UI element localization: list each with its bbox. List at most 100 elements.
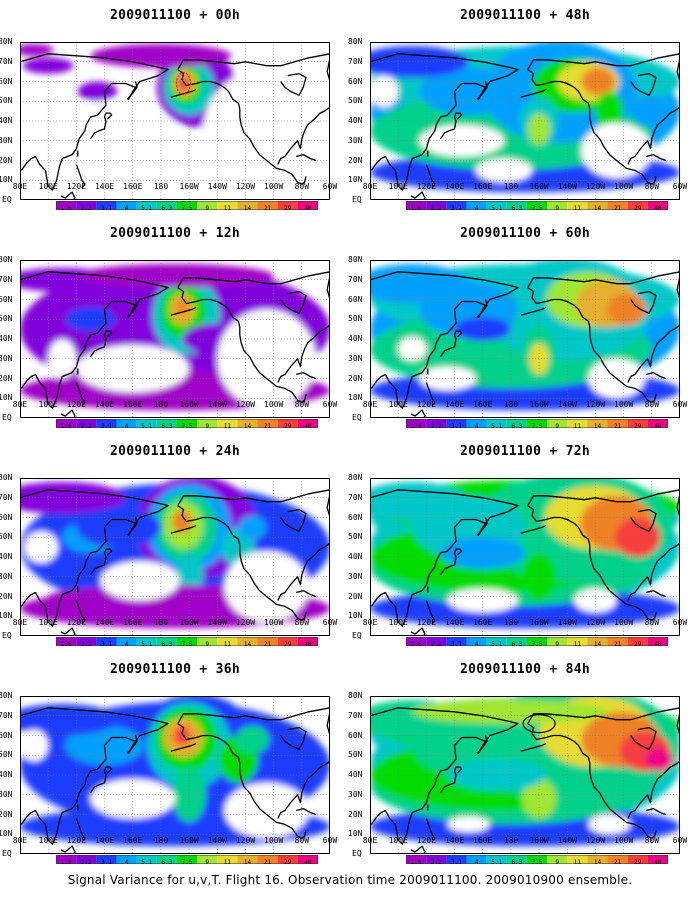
colorbar-swatch [217,637,238,646]
lon-tick-label: 100W [614,836,634,845]
colorbar: 1.6 2.2 3.1 4 5.1 6.3 7.5 9 11 14 21 29 40 [406,850,668,869]
lon-tick-label: 120W [235,400,256,409]
lon-tick-label: 180 [503,836,519,845]
lat-tick-label: 30N [0,135,13,145]
lon-tick-label: 60W [322,400,338,409]
colorbar-swatch [607,855,628,864]
colorbar-swatch [406,637,427,646]
lon-tick-label: 120E [416,400,437,409]
colorbar-level-label: 2.2 [80,641,92,648]
colorbar-swatch [217,201,238,210]
colorbar-level-label: 9 [205,205,209,212]
colorbar: 1.6 2.2 3.1 4 5.1 6.3 7.5 9 11 14 21 29 40 [406,414,668,433]
colorbar-swatch [197,637,218,646]
colorbar-swatch [197,855,218,864]
lon-tick-label: 180 [503,400,519,409]
colorbar-swatch [567,637,588,646]
lat-tick-label: EQ [352,413,362,422]
colorbar-swatch [587,419,608,428]
forecast-panel: 2009011100 + 48h 80N 70N 60N 50N 40N 30N 20N 10N… [348,0,700,218]
forecast-panel: 2009011100 + 72h 80N 70N 60N 50N 40N 30N 20N 10N… [348,436,700,654]
colorbar-level-label: 14 [593,423,602,430]
colorbar-swatch [627,201,648,210]
colorbar-swatch [647,201,668,210]
colorbar-swatch [607,201,628,210]
colorbar-swatch [156,637,177,646]
lon-tick-label: 100E [388,182,408,191]
lat-tick-label: EQ [2,849,12,858]
lon-tick-label: 140E [94,400,115,409]
colorbar-level-label: 14 [243,423,252,430]
colorbar-level-label: 7.5 [181,859,193,866]
lon-tick-label: 80W [644,182,660,191]
lat-tick-label: 60N [0,294,13,304]
colorbar-level-label: 29 [284,859,292,866]
colorbar-level-label: 1.6 [410,423,422,430]
colorbar-level-label: 7.5 [181,641,193,648]
lon-tick-label: 120E [416,836,437,845]
colorbar-level-label: 5.1 [141,859,153,866]
colorbar-swatch [406,201,427,210]
colorbar-level-label: 21 [614,205,622,212]
colorbar-swatch [547,637,568,646]
lon-tick-label: 120W [585,400,606,409]
colorbar-level-label: 29 [284,205,292,212]
colorbar-level-label: 11 [573,641,581,648]
lat-tick-label: 80N [348,37,363,46]
colorbar-swatch [277,419,298,428]
lat-tick-label: 20N [0,591,13,601]
variance-map [20,42,330,200]
lat-tick-label: 40N [0,116,13,125]
colorbar-swatch [466,855,487,864]
colorbar-swatch [176,637,198,646]
lat-tick-label: 60N [0,76,13,86]
colorbar-swatch [627,637,648,646]
lon-tick-label: 80E [362,836,378,845]
lon-tick-label: 160W [179,400,199,409]
colorbar-level-label: 14 [243,641,252,648]
lat-tick-label: 50N [0,532,13,542]
lon-tick-label: 120E [416,182,437,191]
lon-tick-label: 140E [94,182,115,191]
lon-tick-label: 100W [264,182,284,191]
colorbar-swatch [176,419,198,428]
colorbar-swatch [136,201,157,210]
colorbar-level-label: 6.3 [161,205,173,212]
lon-tick-label: 60W [672,182,688,191]
colorbar-level-label: 2.2 [80,423,92,430]
lat-tick-label: 20N [0,809,13,819]
colorbar-level-label: 1.6 [410,641,422,648]
colorbar-level-label: 9 [205,641,209,648]
lon-tick-label: 160E [123,618,143,627]
colorbar-swatch [426,201,447,210]
lat-tick-label: 70N [348,492,363,502]
colorbar-swatch [446,637,467,646]
colorbar-swatch [116,201,137,210]
panel-title: 2009011100 + 12h [109,226,241,241]
variance-map [370,42,680,200]
colorbar-swatch [76,855,97,864]
lat-tick-label: 20N [348,155,363,165]
lon-tick-label: 140W [557,836,577,845]
forecast-panel: 2009011100 + 60h 80N 70N 60N 50N 40N 30N 20N 10N… [348,218,700,436]
colorbar-swatch [156,201,177,210]
colorbar-level-label: 21 [614,423,622,430]
lat-tick-label: 10N [0,611,13,621]
lon-tick-label: 180 [503,182,519,191]
colorbar-level-label: 40 [654,859,662,866]
colorbar-swatch [647,637,668,646]
variance-map [20,696,330,854]
lat-tick-label: EQ [2,631,12,640]
panel-title: 2009011100 + 00h [109,8,241,23]
lon-tick-label: 80E [362,400,378,409]
lat-tick-label: 80N [0,691,13,700]
colorbar-level-label: 11 [223,859,231,866]
colorbar-swatch [547,855,568,864]
lon-tick-label: 80W [294,836,310,845]
lat-tick-label: 70N [0,710,13,720]
colorbar: 1.6 2.2 3.1 4 5.1 6.3 7.5 9 11 14 21 29 40 [56,414,318,433]
lat-tick-label: 70N [0,492,13,502]
lat-tick-label: 20N [348,591,363,601]
colorbar-swatch [156,855,177,864]
colorbar-swatch [466,201,487,210]
